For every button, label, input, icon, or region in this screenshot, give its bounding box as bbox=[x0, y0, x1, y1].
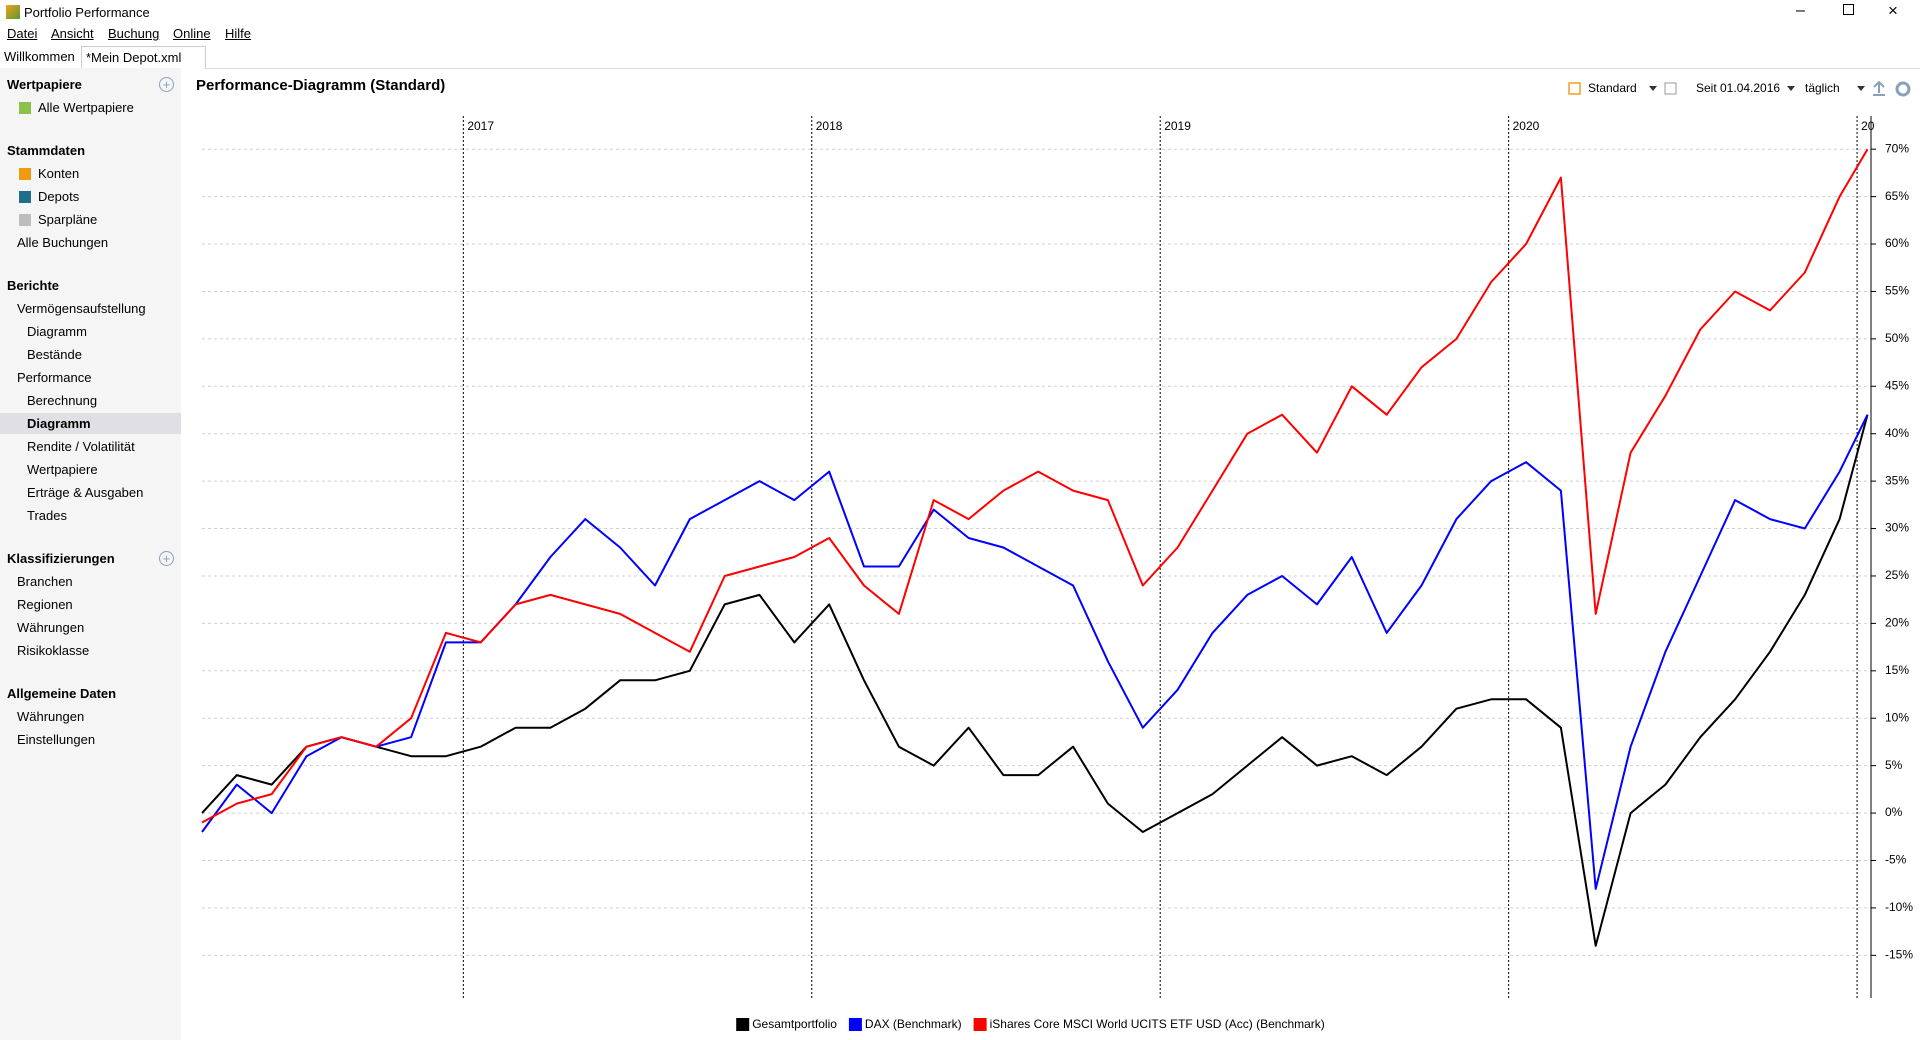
nav-item[interactable]: Branchen bbox=[17, 574, 73, 589]
menu-bar: Datei Ansicht Buchung Online Hilfe bbox=[0, 24, 1920, 44]
minimize[interactable]: – bbox=[1796, 2, 1805, 19]
group-header: Berichte bbox=[7, 278, 60, 293]
y-tick-label: 20% bbox=[1885, 616, 1909, 630]
x-tick-label: 2019 bbox=[1164, 119, 1191, 133]
tab[interactable]: *Mein Depot.xml bbox=[81, 46, 207, 69]
legend-swatch bbox=[736, 1018, 750, 1031]
y-tick-label: 55% bbox=[1885, 284, 1909, 298]
legend-swatch bbox=[848, 1018, 862, 1031]
y-tick-label: 65% bbox=[1885, 189, 1909, 203]
y-tick-label: 70% bbox=[1885, 141, 1909, 155]
nav-item[interactable]: Währungen bbox=[17, 709, 85, 724]
menu-item[interactable]: Datei bbox=[7, 26, 38, 41]
dropdown-arrow[interactable] bbox=[1649, 86, 1657, 91]
save-icon[interactable] bbox=[1664, 82, 1677, 95]
item-icon bbox=[19, 214, 31, 226]
app-icon bbox=[6, 5, 20, 19]
chart: Performance-Diagramm (Standard) Standard… bbox=[196, 77, 1913, 1031]
nav-item[interactable]: Rendite / Volatilität bbox=[27, 439, 135, 454]
nav-item[interactable]: Alle Buchungen bbox=[17, 235, 109, 250]
close[interactable]: × bbox=[1888, 1, 1898, 20]
nav-item[interactable]: Vermögensaufstellung bbox=[17, 301, 146, 316]
dropdown-arrow[interactable] bbox=[1857, 86, 1865, 91]
y-tick-label: 45% bbox=[1885, 378, 1909, 392]
nav-item[interactable]: Performance bbox=[17, 370, 92, 385]
nav-item[interactable]: Wertpapiere bbox=[27, 462, 98, 477]
y-tick-label: 40% bbox=[1885, 426, 1909, 440]
tab-bar: Willkommen *Mein Depot.xml bbox=[0, 46, 1920, 69]
menu-item[interactable]: Online bbox=[173, 26, 211, 41]
settings-icon[interactable] bbox=[1895, 81, 1911, 97]
item-icon bbox=[19, 191, 31, 203]
export-icon[interactable] bbox=[1873, 80, 1885, 96]
nav-item[interactable]: Diagramm bbox=[27, 324, 87, 339]
nav-item[interactable]: Regionen bbox=[17, 597, 73, 612]
y-tick-label: 35% bbox=[1885, 473, 1909, 487]
nav-item[interactable]: Sparpläne bbox=[38, 212, 98, 227]
interval-selector[interactable]: täglich bbox=[1805, 81, 1840, 95]
legend-swatch bbox=[973, 1018, 987, 1031]
group-header: Allgemeine Daten bbox=[7, 686, 117, 701]
menu-item[interactable]: Ansicht bbox=[51, 26, 94, 41]
y-tick-label: 0% bbox=[1885, 805, 1903, 819]
calendar-icon bbox=[1568, 82, 1581, 95]
selection bbox=[0, 413, 181, 434]
menu-item[interactable]: Buchung bbox=[108, 26, 160, 41]
y-tick-label: 5% bbox=[1885, 758, 1903, 772]
x-tick-label: 2020 bbox=[1513, 119, 1540, 133]
group-header: Klassifizierungen bbox=[7, 551, 115, 566]
window-title: Portfolio Performance bbox=[24, 5, 150, 20]
y-tick-label: 30% bbox=[1885, 521, 1909, 535]
nav-item[interactable]: Diagramm bbox=[27, 416, 91, 431]
nav-item[interactable]: Einstellungen bbox=[17, 732, 96, 747]
menu-item[interactable]: Hilfe bbox=[225, 26, 252, 41]
nav-item[interactable]: Erträge & Ausgaben bbox=[27, 485, 144, 500]
y-tick-label: 25% bbox=[1885, 568, 1909, 582]
x-tick-label: 20 bbox=[1861, 119, 1875, 133]
group-header: Wertpapiere bbox=[7, 77, 82, 92]
tab[interactable]: Willkommen bbox=[4, 49, 75, 64]
sidebar: Wertpapiere + Alle Wertpapiere Stammdaten Ko… bbox=[0, 68, 181, 1040]
item-icon bbox=[19, 102, 31, 114]
series-line bbox=[201, 148, 1869, 824]
legend-label: Gesamtportfolio bbox=[752, 1017, 837, 1031]
legend-label: iShares Core MSCI World UCITS ETF USD (A… bbox=[990, 1017, 1325, 1031]
dropdown-arrow[interactable] bbox=[1787, 86, 1795, 91]
y-tick-label: 15% bbox=[1885, 663, 1909, 677]
series-line bbox=[201, 414, 1869, 947]
add-button[interactable]: + bbox=[159, 551, 174, 566]
nav-item[interactable]: Währungen bbox=[17, 620, 85, 635]
nav-item[interactable]: Alle Wertpapiere bbox=[38, 100, 134, 115]
y-tick-label: -10% bbox=[1885, 900, 1913, 914]
nav-item[interactable]: Bestände bbox=[27, 347, 82, 362]
nav-item[interactable]: Depots bbox=[38, 189, 80, 204]
y-tick-label: -5% bbox=[1885, 853, 1907, 867]
y-tick-label: 50% bbox=[1885, 331, 1909, 345]
period-selector[interactable]: Seit 01.04.2016 bbox=[1696, 81, 1780, 95]
nav-item[interactable]: Konten bbox=[38, 166, 80, 181]
item-icon bbox=[19, 168, 31, 180]
y-tick-label: 60% bbox=[1885, 236, 1909, 250]
maximize[interactable] bbox=[1843, 4, 1854, 15]
view-selector[interactable]: Standard bbox=[1588, 81, 1637, 95]
group-header: Stammdaten bbox=[7, 143, 86, 158]
nav-item[interactable]: Trades bbox=[27, 508, 67, 523]
x-tick-label: 2017 bbox=[467, 119, 494, 133]
y-tick-label: 10% bbox=[1885, 710, 1909, 724]
title-bar: Portfolio Performance – × bbox=[0, 0, 1920, 24]
add-button[interactable]: + bbox=[159, 77, 174, 92]
nav-item[interactable]: Berechnung bbox=[27, 393, 98, 408]
series-line bbox=[201, 414, 1869, 890]
x-tick-label: 2018 bbox=[816, 119, 843, 133]
y-tick-label: -15% bbox=[1885, 947, 1913, 961]
legend-label: DAX (Benchmark) bbox=[865, 1017, 962, 1031]
chart-title: Performance-Diagramm (Standard) bbox=[196, 77, 445, 94]
nav-item[interactable]: Risikoklasse bbox=[17, 643, 90, 658]
